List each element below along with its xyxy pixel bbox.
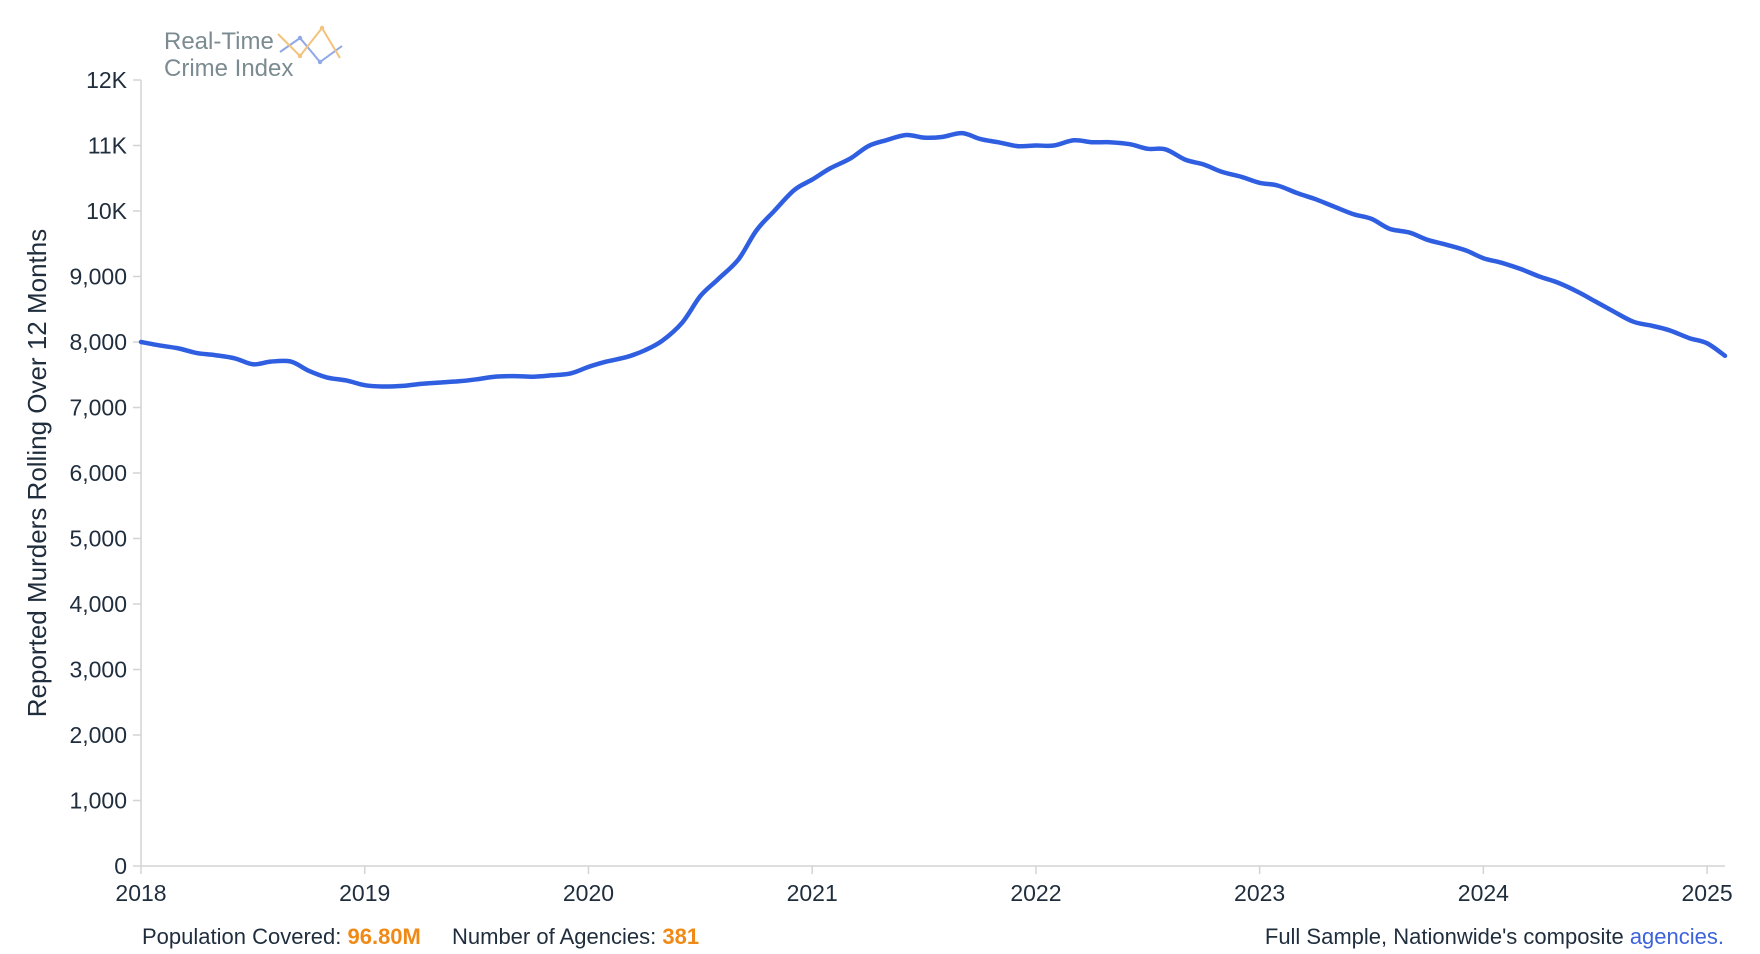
agencies-label: Number of Agencies: (452, 924, 657, 949)
y-tick-label: 4,000 (69, 591, 127, 617)
y-tick-label: 8,000 (69, 329, 127, 355)
series-line (138, 130, 1728, 389)
population-label: Population Covered: (142, 924, 342, 949)
sample-text: Full Sample, Nationwide's composite (1264, 924, 1624, 949)
agencies-link[interactable]: agencies. (1629, 924, 1724, 949)
agencies-value: 381 (662, 924, 700, 949)
logo-line1: Real-Time (164, 28, 274, 55)
sample-note: Full Sample, Nationwide's composite agen… (1265, 924, 1724, 950)
y-tick-label: 11K (88, 133, 128, 159)
x-tick-label: 2025 (1682, 880, 1733, 906)
x-tick-label: 2023 (1234, 880, 1285, 906)
logo-mark-icon (277, 25, 343, 65)
y-axis-title: Reported Murders Rolling Over 12 Months (22, 229, 52, 717)
series-group (138, 130, 1728, 389)
y-tick-label: 3,000 (69, 657, 127, 683)
logo: Real-Time Crime Index (164, 25, 343, 82)
x-tick-label: 2024 (1458, 880, 1509, 906)
y-tick-label: 12K (86, 67, 128, 93)
logo-line2: Crime Index (164, 55, 293, 82)
y-tick-label: 10K (86, 198, 128, 224)
population-value: 96.80M (347, 924, 421, 949)
x-axis: 2018 2019 2020 2021 2022 2023 2024 2025 (115, 866, 1733, 906)
x-tick-label: 2020 (563, 880, 614, 906)
population-covered: Population Covered: 96.80M (142, 924, 421, 950)
number-of-agencies: Number of Agencies: 381 (452, 924, 699, 950)
y-tick-label: 6,000 (69, 460, 127, 486)
y-tick-label: 2,000 (69, 722, 127, 748)
x-tick-label: 2022 (1010, 880, 1061, 906)
x-tick-label: 2021 (787, 880, 838, 906)
y-tick-label: 9,000 (69, 264, 127, 290)
y-tick-label: 7,000 (69, 395, 127, 421)
y-axis: 0 1,000 2,000 3,000 4,000 5,000 6,000 7,000 8,00… (69, 67, 141, 879)
y-tick-label: 5,000 (69, 526, 127, 552)
y-tick-label: 1,000 (69, 788, 127, 814)
x-tick-label: 2018 (115, 880, 166, 906)
x-tick-label: 2019 (339, 880, 390, 906)
y-tick-label: 0 (114, 853, 127, 879)
